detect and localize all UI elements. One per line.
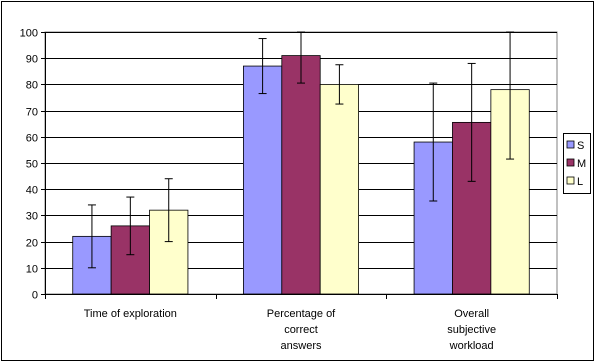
x-tick-label-line: Overall	[454, 308, 489, 320]
legend-label-S: S	[577, 140, 584, 152]
legend-label-M: M	[577, 158, 586, 170]
bar-L-1	[319, 84, 360, 295]
x-tick-label-line: Percentage of	[267, 308, 336, 320]
x-axis: Time of exploration Percentage of correct a…	[45, 294, 558, 352]
y-tick-label: 40	[26, 185, 38, 197]
x-tick-label: Percentage of correct answers	[267, 308, 336, 352]
x-tick-label: Overall subjective workload	[447, 308, 496, 352]
x-tick-label-line: Time of exploration	[84, 308, 177, 320]
y-axis: 0 10 20 30 40 50 60 70 80 90 100	[20, 28, 46, 302]
x-tick-label-line: answers	[281, 340, 322, 352]
error-bars	[87, 31, 515, 269]
y-tick-label: 80	[26, 80, 38, 92]
legend-swatch-L	[566, 176, 575, 185]
bar-S-1	[242, 65, 283, 295]
y-tick-label: 30	[26, 211, 38, 223]
y-tick-label: 10	[26, 264, 38, 276]
y-tick-label: 70	[26, 107, 38, 119]
y-tick-label: 60	[26, 133, 38, 145]
y-tick-label: 20	[26, 238, 38, 250]
y-tick-label: 100	[20, 28, 38, 40]
y-tick-label: 90	[26, 54, 38, 66]
legend-swatch-S	[566, 140, 575, 149]
x-tick-label-line: correct	[284, 324, 318, 336]
bar-M-2	[452, 121, 492, 295]
y-tick-label: 0	[32, 290, 38, 302]
y-tick-label: 50	[26, 159, 38, 171]
legend-label-L: L	[577, 176, 583, 188]
legend: SML	[563, 133, 591, 194]
bar-M-1	[281, 55, 321, 295]
x-tick-label-line: subjective	[447, 324, 496, 336]
x-tick-label-line: workload	[449, 340, 494, 352]
legend-swatch-M	[566, 158, 575, 167]
x-tick-label: Time of exploration	[84, 308, 177, 320]
